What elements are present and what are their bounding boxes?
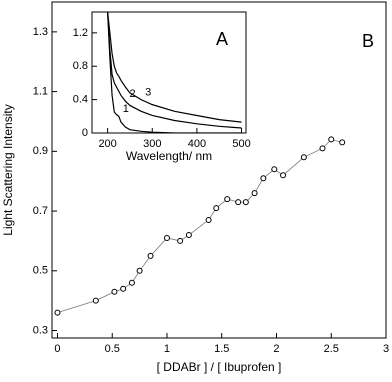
plot-area (107, 12, 242, 133)
x-tick-label: 300 (143, 138, 161, 150)
data-point (147, 252, 154, 259)
data-point (92, 297, 99, 304)
data-point (136, 267, 143, 274)
x-tick-label: 0 (54, 343, 60, 355)
data-point (177, 237, 184, 244)
x-axis-label: [ DDABr ] / [ Ibuprofen ] (157, 360, 282, 374)
data-point (300, 154, 307, 161)
data-point (185, 231, 192, 238)
y-tick-label: 0.4 (73, 94, 88, 106)
data-point (120, 285, 127, 292)
data-point (235, 199, 242, 206)
y-tick-label: 0.5 (33, 265, 48, 277)
data-point (128, 279, 135, 286)
y-tick-label: 1.2 (73, 27, 88, 39)
y-axis-label: Light Scattering Intensity (1, 104, 15, 235)
x-tick-label: 500 (232, 138, 250, 150)
data-point (339, 139, 346, 146)
y-tick-label: 1.3 (33, 26, 48, 38)
y-tick-label: 0.7 (33, 205, 48, 217)
x-tick-label: 1.5 (214, 343, 229, 355)
data-point (242, 199, 249, 206)
plot-frame (91, 11, 247, 134)
x-tick-label: 3 (383, 343, 389, 355)
x-tick-label: 2.5 (324, 343, 339, 355)
x-tick-label: 200 (98, 138, 116, 150)
panel-label: B (362, 31, 374, 51)
data-point (251, 190, 258, 197)
y-tick-label: 1.1 (33, 86, 48, 98)
series-line (107, 12, 242, 123)
data-point (213, 205, 220, 212)
y-tick-label: 0.3 (33, 324, 48, 336)
series-label: 2 (129, 88, 135, 100)
x-axis-label: Wavelength/ nm (126, 149, 212, 163)
plot-area (54, 136, 346, 316)
data-point (205, 217, 212, 224)
x-tick-label: 2 (273, 343, 279, 355)
data-point (280, 172, 287, 179)
panel-label: A (216, 29, 228, 49)
data-point (111, 288, 118, 295)
data-point (224, 196, 231, 203)
x-tick-label: 0.5 (105, 343, 120, 355)
data-point (271, 166, 278, 173)
data-point (260, 175, 267, 182)
series-line (107, 12, 242, 129)
series-label: 3 (145, 87, 151, 99)
data-point (54, 309, 61, 316)
data-point (163, 234, 170, 241)
y-tick-label: 0.8 (73, 60, 88, 72)
x-tick-label: 1 (164, 343, 170, 355)
series-label: 1 (123, 103, 129, 115)
y-tick-label: 0.9 (33, 145, 48, 157)
series-line (107, 12, 242, 133)
data-point (319, 145, 326, 152)
x-tick-label: 400 (188, 138, 206, 150)
y-tick-label: 0 (82, 127, 88, 139)
data-point (328, 136, 335, 143)
